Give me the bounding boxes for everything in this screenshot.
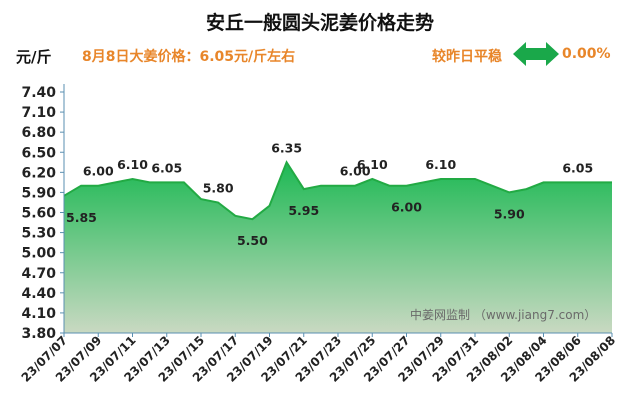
y-tick-label: 5.30 (21, 226, 56, 242)
y-tick-label: 5.00 (21, 246, 56, 262)
y-tick-label: 6.50 (21, 145, 56, 161)
data-label: 6.05 (151, 160, 182, 175)
data-label: 6.10 (425, 157, 456, 172)
watermark: 中姜网监制 （www.jiang7.com） (410, 307, 596, 322)
y-axis-unit: 元/斤 (16, 48, 52, 66)
y-tick-label: 3.80 (21, 326, 56, 342)
data-label: 6.00 (391, 200, 422, 215)
y-tick-label: 5.90 (21, 185, 56, 201)
y-tick-label: 4.40 (21, 286, 56, 302)
price-line (63, 160, 612, 221)
data-label: 6.05 (562, 160, 593, 175)
price-headline: 8月8日大姜价格：6.05元/斤左右 (82, 49, 296, 65)
y-tick-label: 7.10 (21, 105, 56, 121)
price-area (64, 162, 612, 333)
data-label: 6.10 (357, 157, 388, 172)
data-label: 5.90 (494, 206, 525, 221)
chart-title: 安丘一般圆头泥姜价格走势 (205, 12, 434, 34)
double-arrow-icon (513, 42, 559, 66)
data-label: 5.85 (66, 210, 97, 225)
change-percent: 0.00% (562, 46, 611, 62)
y-tick-label: 4.70 (21, 266, 56, 282)
data-label: 5.80 (203, 180, 234, 195)
y-tick-label: 5.60 (21, 206, 56, 222)
y-tick-label: 4.10 (21, 306, 56, 322)
data-label: 6.00 (340, 164, 371, 179)
y-tick-label: 7.40 (21, 85, 56, 101)
y-tick-label: 6.80 (21, 125, 56, 141)
data-label: 6.00 (83, 164, 114, 179)
trend-text: 较昨日平稳 (432, 49, 502, 65)
data-label: 6.35 (271, 140, 302, 155)
data-label: 5.95 (288, 203, 319, 218)
data-label: 6.10 (117, 157, 148, 172)
y-tick-label: 6.20 (21, 165, 56, 181)
data-label: 5.50 (237, 233, 268, 248)
